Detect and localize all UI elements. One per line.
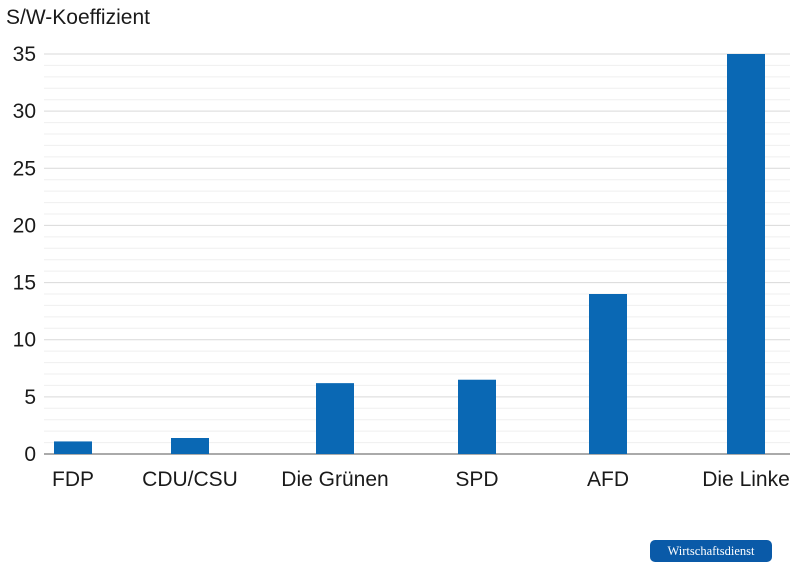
y-tick-label: 10	[13, 329, 36, 352]
y-tick-label: 25	[13, 157, 36, 180]
y-tick-label: 20	[13, 214, 36, 237]
category-labels: FDP CDU/CSU Die Grünen SPD AFD Die Linke	[52, 468, 790, 491]
y-tick-label: 0	[24, 443, 36, 466]
category-label: Die Grünen	[281, 468, 388, 491]
category-label: SPD	[455, 468, 498, 491]
bar	[458, 379, 496, 454]
bar	[589, 294, 627, 454]
bar	[727, 54, 765, 454]
bar	[54, 441, 92, 454]
y-tick-label: 15	[13, 272, 36, 295]
bar	[171, 438, 209, 454]
y-tick-label: 35	[13, 43, 36, 66]
category-label: Die Linke	[702, 468, 790, 491]
category-label: CDU/CSU	[142, 468, 238, 491]
bars	[54, 54, 765, 454]
category-label: FDP	[52, 468, 94, 491]
bar	[316, 383, 354, 454]
y-tick-label: 5	[24, 386, 36, 409]
y-tick-labels: 0 5 10 15 20 25 30 35	[13, 43, 36, 466]
category-label: AFD	[587, 468, 629, 491]
gridlines	[44, 53, 790, 455]
y-axis-label: S/W-Koeffizient	[6, 6, 150, 29]
source-badge: Wirtschaftsdienst	[650, 540, 772, 562]
y-tick-label: 30	[13, 100, 36, 123]
